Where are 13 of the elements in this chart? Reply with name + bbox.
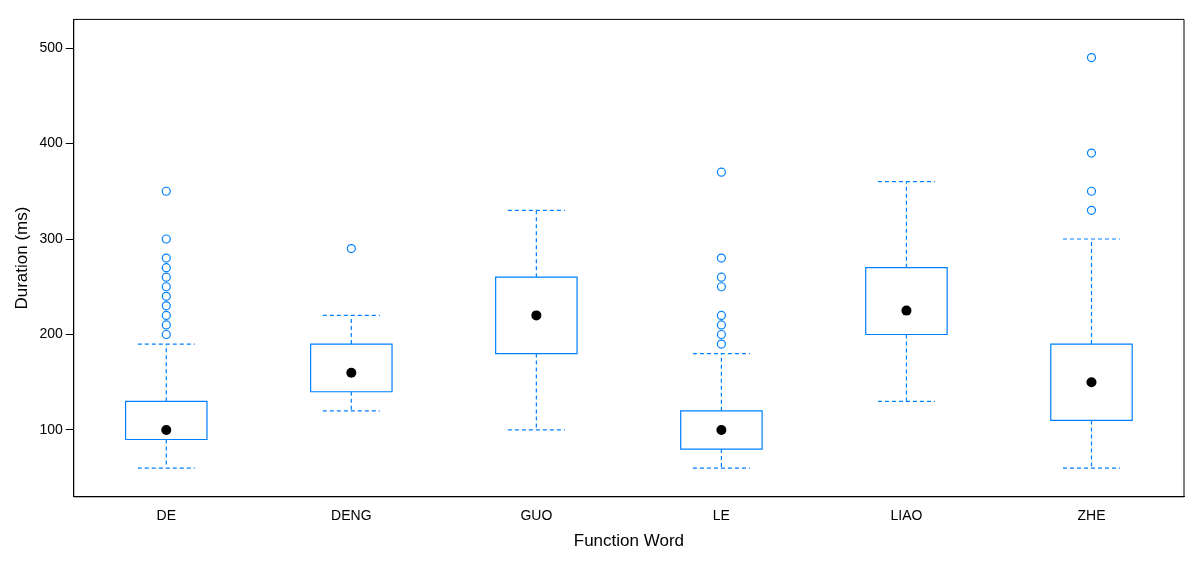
x-axis-title: Function Word bbox=[573, 531, 684, 551]
y-tick-label: 300 bbox=[39, 229, 63, 246]
x-tick-label: DE bbox=[156, 507, 177, 524]
y-axis-title: Duration (ms) bbox=[11, 206, 31, 310]
x-tick-label: LIAO bbox=[890, 507, 923, 524]
y-tick-label: 200 bbox=[39, 325, 63, 342]
y-tick-label: 400 bbox=[39, 134, 63, 151]
x-tick-label: GUO bbox=[520, 507, 553, 524]
x-tick-label: DENG bbox=[331, 507, 372, 524]
y-tick-label: 500 bbox=[39, 38, 63, 55]
y-tick-label: 100 bbox=[39, 420, 63, 437]
x-tick-label: LE bbox=[712, 507, 730, 524]
x-tick-label: ZHE bbox=[1077, 507, 1106, 524]
